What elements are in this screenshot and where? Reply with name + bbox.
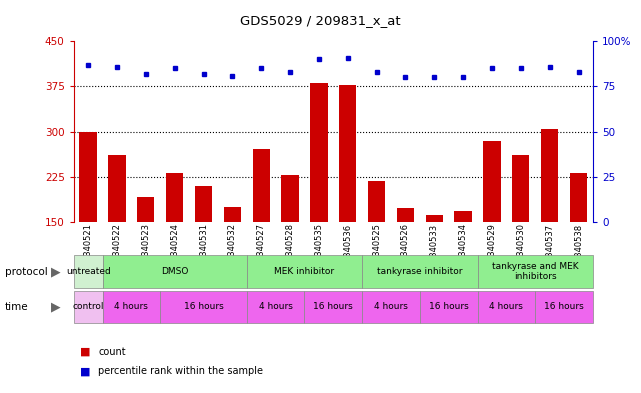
Text: untreated: untreated	[66, 267, 110, 276]
Bar	[310, 83, 328, 222]
Text: control: control	[72, 303, 104, 311]
Bar	[195, 186, 212, 222]
Text: ▶: ▶	[51, 265, 61, 278]
Text: 16 hours: 16 hours	[183, 303, 224, 311]
Text: count: count	[98, 347, 126, 357]
Text: tankyrase and MEK
inhibitors: tankyrase and MEK inhibitors	[492, 262, 579, 281]
Bar	[224, 207, 241, 222]
Text: DMSO: DMSO	[161, 267, 188, 276]
Text: GDS5029 / 209831_x_at: GDS5029 / 209831_x_at	[240, 14, 401, 27]
Text: 16 hours: 16 hours	[313, 303, 353, 311]
Bar	[541, 129, 558, 222]
Bar	[253, 149, 270, 222]
Bar	[108, 154, 126, 222]
Bar	[570, 173, 587, 222]
Bar	[512, 154, 529, 222]
Text: 4 hours: 4 hours	[490, 303, 523, 311]
Text: ▶: ▶	[51, 300, 61, 314]
Text: 4 hours: 4 hours	[115, 303, 148, 311]
Text: 16 hours: 16 hours	[429, 303, 469, 311]
Text: ■: ■	[80, 366, 90, 376]
Bar	[397, 208, 414, 222]
Text: 4 hours: 4 hours	[259, 303, 292, 311]
Text: 4 hours: 4 hours	[374, 303, 408, 311]
Text: 16 hours: 16 hours	[544, 303, 584, 311]
Bar	[426, 215, 443, 222]
Text: tankyrase inhibitor: tankyrase inhibitor	[377, 267, 463, 276]
Bar	[137, 197, 154, 222]
Bar	[339, 84, 356, 222]
Text: MEK inhibitor: MEK inhibitor	[274, 267, 335, 276]
Bar	[79, 132, 97, 222]
Text: percentile rank within the sample: percentile rank within the sample	[98, 366, 263, 376]
Bar	[483, 141, 501, 222]
Bar	[454, 211, 472, 222]
Text: ■: ■	[80, 347, 90, 357]
Text: time: time	[5, 302, 29, 312]
Bar	[281, 175, 299, 222]
Text: protocol: protocol	[5, 266, 48, 277]
Bar	[368, 181, 385, 222]
Bar	[166, 173, 183, 222]
